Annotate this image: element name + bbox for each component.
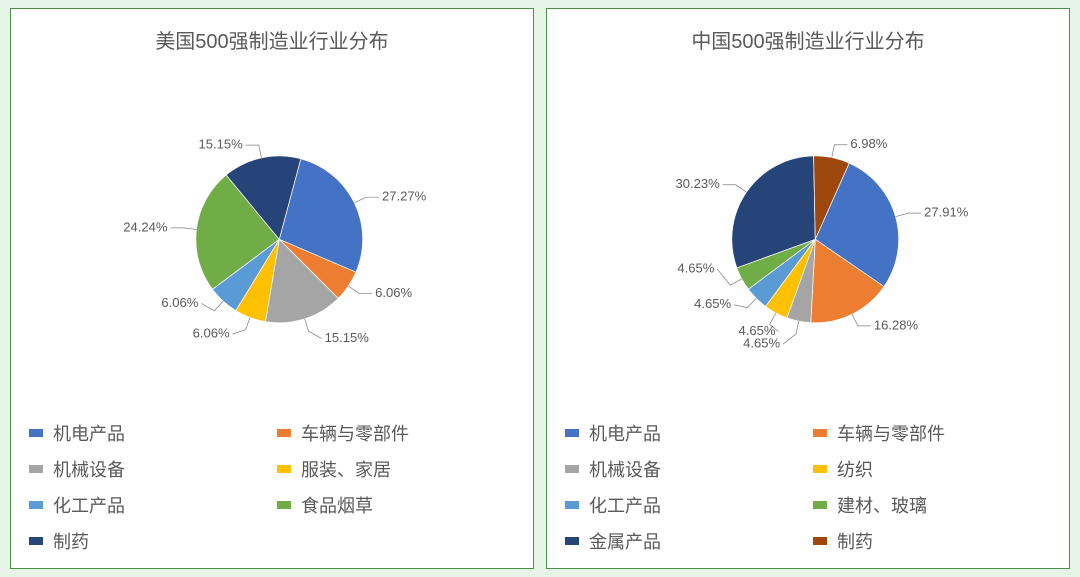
- us-pct-label-0: 27.27%: [382, 189, 427, 204]
- cn-leader-7: [832, 145, 848, 158]
- cn-legend-item-1: 车辆与零部件: [813, 420, 1051, 446]
- us-pct-label-2: 15.15%: [325, 330, 370, 345]
- cn-legend-label-7: 制药: [837, 528, 873, 554]
- cn-pie-chart: 27.91%16.28%4.65%4.65%4.65%4.65%30.23%6.…: [561, 58, 1055, 412]
- cn-legend-item-5: 建材、玻璃: [813, 492, 1051, 518]
- us-legend-item-3: 服装、家居: [277, 456, 515, 482]
- us-legend-item-6: 制药: [29, 528, 267, 554]
- us-legend-swatch-6: [29, 537, 43, 545]
- us-legend-item-0: 机电产品: [29, 420, 267, 446]
- us-legend-swatch-2: [29, 465, 43, 473]
- cn-leader-1: [852, 314, 871, 326]
- cn-legend-item-2: 机械设备: [565, 456, 803, 482]
- us-pct-label-4: 6.06%: [161, 295, 198, 310]
- us-legend-swatch-4: [29, 501, 43, 509]
- us-pct-label-5: 24.24%: [123, 219, 168, 234]
- us-legend-item-1: 车辆与零部件: [277, 420, 515, 446]
- us-legend-label-2: 机械设备: [53, 456, 125, 482]
- cn-pct-label-7: 6.98%: [850, 136, 887, 151]
- us-legend-label-3: 服装、家居: [301, 456, 391, 482]
- cn-legend-swatch-0: [565, 429, 579, 437]
- cn-panel: 中国500强制造业行业分布 27.91% 16.28% 4.65% 4.65% 4.65…: [546, 8, 1070, 569]
- cn-legend-swatch-2: [565, 465, 579, 473]
- cn-legend-swatch-1: [813, 429, 827, 437]
- us-legend-label-4: 化工产品: [53, 492, 125, 518]
- cn-legend-label-1: 车辆与零部件: [837, 420, 945, 446]
- cn-legend-swatch-5: [813, 501, 827, 509]
- cn-pct-label-6: 30.23%: [675, 176, 720, 191]
- chart-container: 美国500强制造业行业分布 27.27% 6.06% 15.15% 6.06% 6.06…: [0, 0, 1080, 577]
- us-legend-item-4: 化工产品: [29, 492, 267, 518]
- cn-legend-swatch-3: [813, 465, 827, 473]
- us-leader-3: [232, 318, 250, 335]
- cn-leader-2: [783, 321, 799, 344]
- cn-legend-label-0: 机电产品: [589, 420, 661, 446]
- us-legend-label-1: 车辆与零部件: [301, 420, 409, 446]
- cn-leader-6: [723, 185, 747, 192]
- cn-legend-item-3: 纺织: [813, 456, 1051, 482]
- us-panel-title: 美国500强制造业行业分布: [25, 25, 519, 54]
- us-pie-chart: 27.27% 6.06% 15.15% 6.06% 6.06% 24.24% 15.15%: [25, 58, 519, 412]
- cn-pct-label-3: 4.65%: [738, 323, 775, 338]
- us-legend-swatch-5: [277, 501, 291, 509]
- cn-panel-title: 中国500强制造业行业分布: [561, 25, 1055, 54]
- us-legend-label-5: 食品烟草: [301, 492, 373, 518]
- cn-leader-0: [896, 213, 922, 217]
- cn-legend-swatch-7: [813, 537, 827, 545]
- us-panel: 美国500强制造业行业分布 27.27% 6.06% 15.15% 6.06% 6.06…: [10, 8, 534, 569]
- cn-leader-4: [734, 298, 756, 307]
- cn-legend-item-0: 机电产品: [565, 420, 803, 446]
- us-legend-item-2: 机械设备: [29, 456, 267, 482]
- cn-pct-label-5: 4.65%: [677, 261, 714, 276]
- cn-legend-label-4: 化工产品: [589, 492, 661, 518]
- us-leader-5: [170, 228, 196, 230]
- cn-legend-label-5: 建材、玻璃: [837, 492, 927, 518]
- us-pct-label-3: 6.06%: [193, 326, 230, 341]
- us-pct-label-6: 15.15%: [199, 137, 244, 152]
- us-legend-item-5: 食品烟草: [277, 492, 515, 518]
- us-leader-2: [305, 319, 322, 339]
- cn-pct-label-1: 16.28%: [874, 317, 919, 332]
- us-pct-label-1: 6.06%: [375, 285, 412, 300]
- us-leader-6: [246, 145, 262, 158]
- us-legend-label-0: 机电产品: [53, 420, 125, 446]
- cn-legend-item-6: 金属产品: [565, 528, 803, 554]
- us-legend-swatch-3: [277, 465, 291, 473]
- cn-pct-label-4: 4.65%: [694, 296, 731, 311]
- us-legend-label-6: 制药: [53, 528, 89, 554]
- cn-legend: 机电产品 车辆与零部件机械设备 纺织化工产品 建材、玻璃金属产品 制药: [561, 416, 1055, 560]
- cn-legend-item-7: 制药: [813, 528, 1051, 554]
- us-legend-swatch-1: [277, 429, 291, 437]
- cn-legend-swatch-6: [565, 537, 579, 545]
- cn-legend-swatch-4: [565, 501, 579, 509]
- cn-legend-label-2: 机械设备: [589, 456, 661, 482]
- us-leader-0: [354, 197, 379, 203]
- cn-pct-label-0: 27.91%: [924, 205, 969, 220]
- us-legend-swatch-0: [29, 429, 43, 437]
- us-leader-1: [348, 286, 372, 293]
- us-leader-4: [201, 301, 223, 311]
- cn-legend-label-6: 金属产品: [589, 528, 661, 554]
- cn-legend-item-4: 化工产品: [565, 492, 803, 518]
- cn-legend-label-3: 纺织: [837, 456, 873, 482]
- us-legend: 机电产品 车辆与零部件机械设备 服装、家居化工产品 食品烟草制药: [25, 416, 519, 560]
